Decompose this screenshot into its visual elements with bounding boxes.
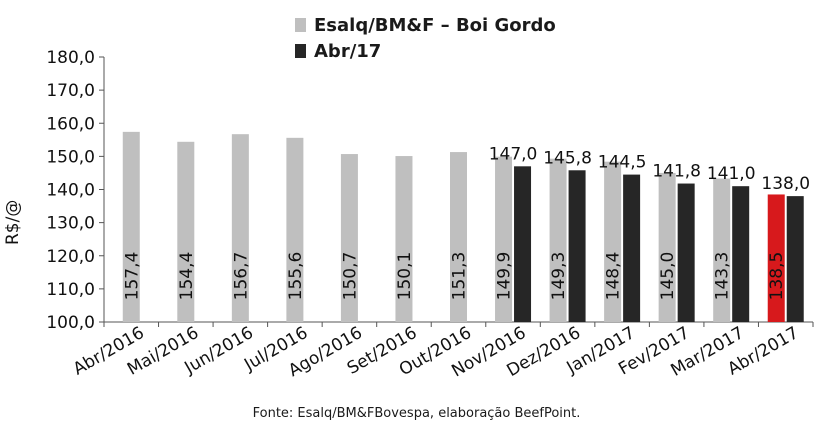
data-label-series-1: 150,1 xyxy=(395,252,415,301)
y-tick-label: 130,0 xyxy=(46,214,95,234)
data-label-series-1: 156,7 xyxy=(231,252,251,301)
bar-series-2 xyxy=(514,166,532,322)
data-label-series-1: 154,4 xyxy=(177,252,197,301)
bar-series-1 xyxy=(122,131,140,322)
legend: Esalq/BM&F – Boi Gordo Abr/17 xyxy=(295,12,556,64)
data-label-series-2: 141,0 xyxy=(707,164,756,184)
data-label-series-1: 143,3 xyxy=(713,252,733,301)
data-label-series-1: 149,9 xyxy=(495,252,515,301)
bar-series-1 xyxy=(549,158,567,322)
source-note: Fonte: Esalq/BM&FBovespa, elaboração Bee… xyxy=(252,406,581,421)
bar-series-1 xyxy=(395,156,413,322)
legend-item-series-1: Esalq/BM&F – Boi Gordo xyxy=(295,12,556,38)
data-label-series-1: 150,7 xyxy=(340,252,360,301)
data-label-series-2: 145,8 xyxy=(543,148,592,168)
bar-series-1 xyxy=(340,154,358,322)
data-label-series-1: 145,0 xyxy=(658,252,678,301)
y-tick-label: 140,0 xyxy=(46,181,95,201)
data-label-series-1: 138,5 xyxy=(767,252,787,301)
data-label-series-2: 144,5 xyxy=(598,153,647,173)
data-label-series-1: 155,6 xyxy=(286,252,306,301)
bar-series-2 xyxy=(786,196,804,322)
data-label-series-1: 157,4 xyxy=(122,252,142,301)
bar-series-1 xyxy=(713,178,731,322)
legend-label-series-2: Abr/17 xyxy=(314,40,382,62)
legend-label-series-1: Esalq/BM&F – Boi Gordo xyxy=(314,14,556,36)
bar-series-1 xyxy=(177,141,195,322)
bar-series-1 xyxy=(450,152,467,322)
bar-series-2 xyxy=(568,170,586,322)
bar-series-1 xyxy=(231,134,249,322)
y-tick-label: 170,0 xyxy=(46,81,95,101)
legend-item-series-2: Abr/17 xyxy=(295,38,556,64)
bar-series-1 xyxy=(604,161,622,322)
y-tick-label: 150,0 xyxy=(46,147,95,167)
y-tick-label: 110,0 xyxy=(46,280,95,300)
data-label-series-1: 149,3 xyxy=(549,252,569,301)
data-label-series-1: 148,4 xyxy=(604,252,624,301)
y-axis-label: R$/@ xyxy=(3,199,23,245)
data-label-series-2: 141,8 xyxy=(652,162,701,182)
y-tick-label: 180,0 xyxy=(46,48,95,68)
bar-series-2 xyxy=(623,174,641,322)
bar-series-1 xyxy=(658,172,676,322)
y-tick-label: 120,0 xyxy=(46,247,95,267)
bar-series-2 xyxy=(732,186,750,322)
bar-series-2 xyxy=(677,183,695,322)
legend-swatch-series-2 xyxy=(295,44,306,58)
bar-series-1 xyxy=(767,194,785,322)
bar-series-1 xyxy=(286,137,304,322)
y-tick-label: 160,0 xyxy=(46,114,95,134)
bar-series-1 xyxy=(495,156,513,322)
data-label-series-1: 151,3 xyxy=(450,252,470,301)
data-label-series-2: 147,0 xyxy=(489,144,538,164)
y-tick-label: 100,0 xyxy=(46,313,95,333)
data-label-series-2: 138,0 xyxy=(761,174,810,194)
legend-swatch-series-1 xyxy=(295,18,306,32)
